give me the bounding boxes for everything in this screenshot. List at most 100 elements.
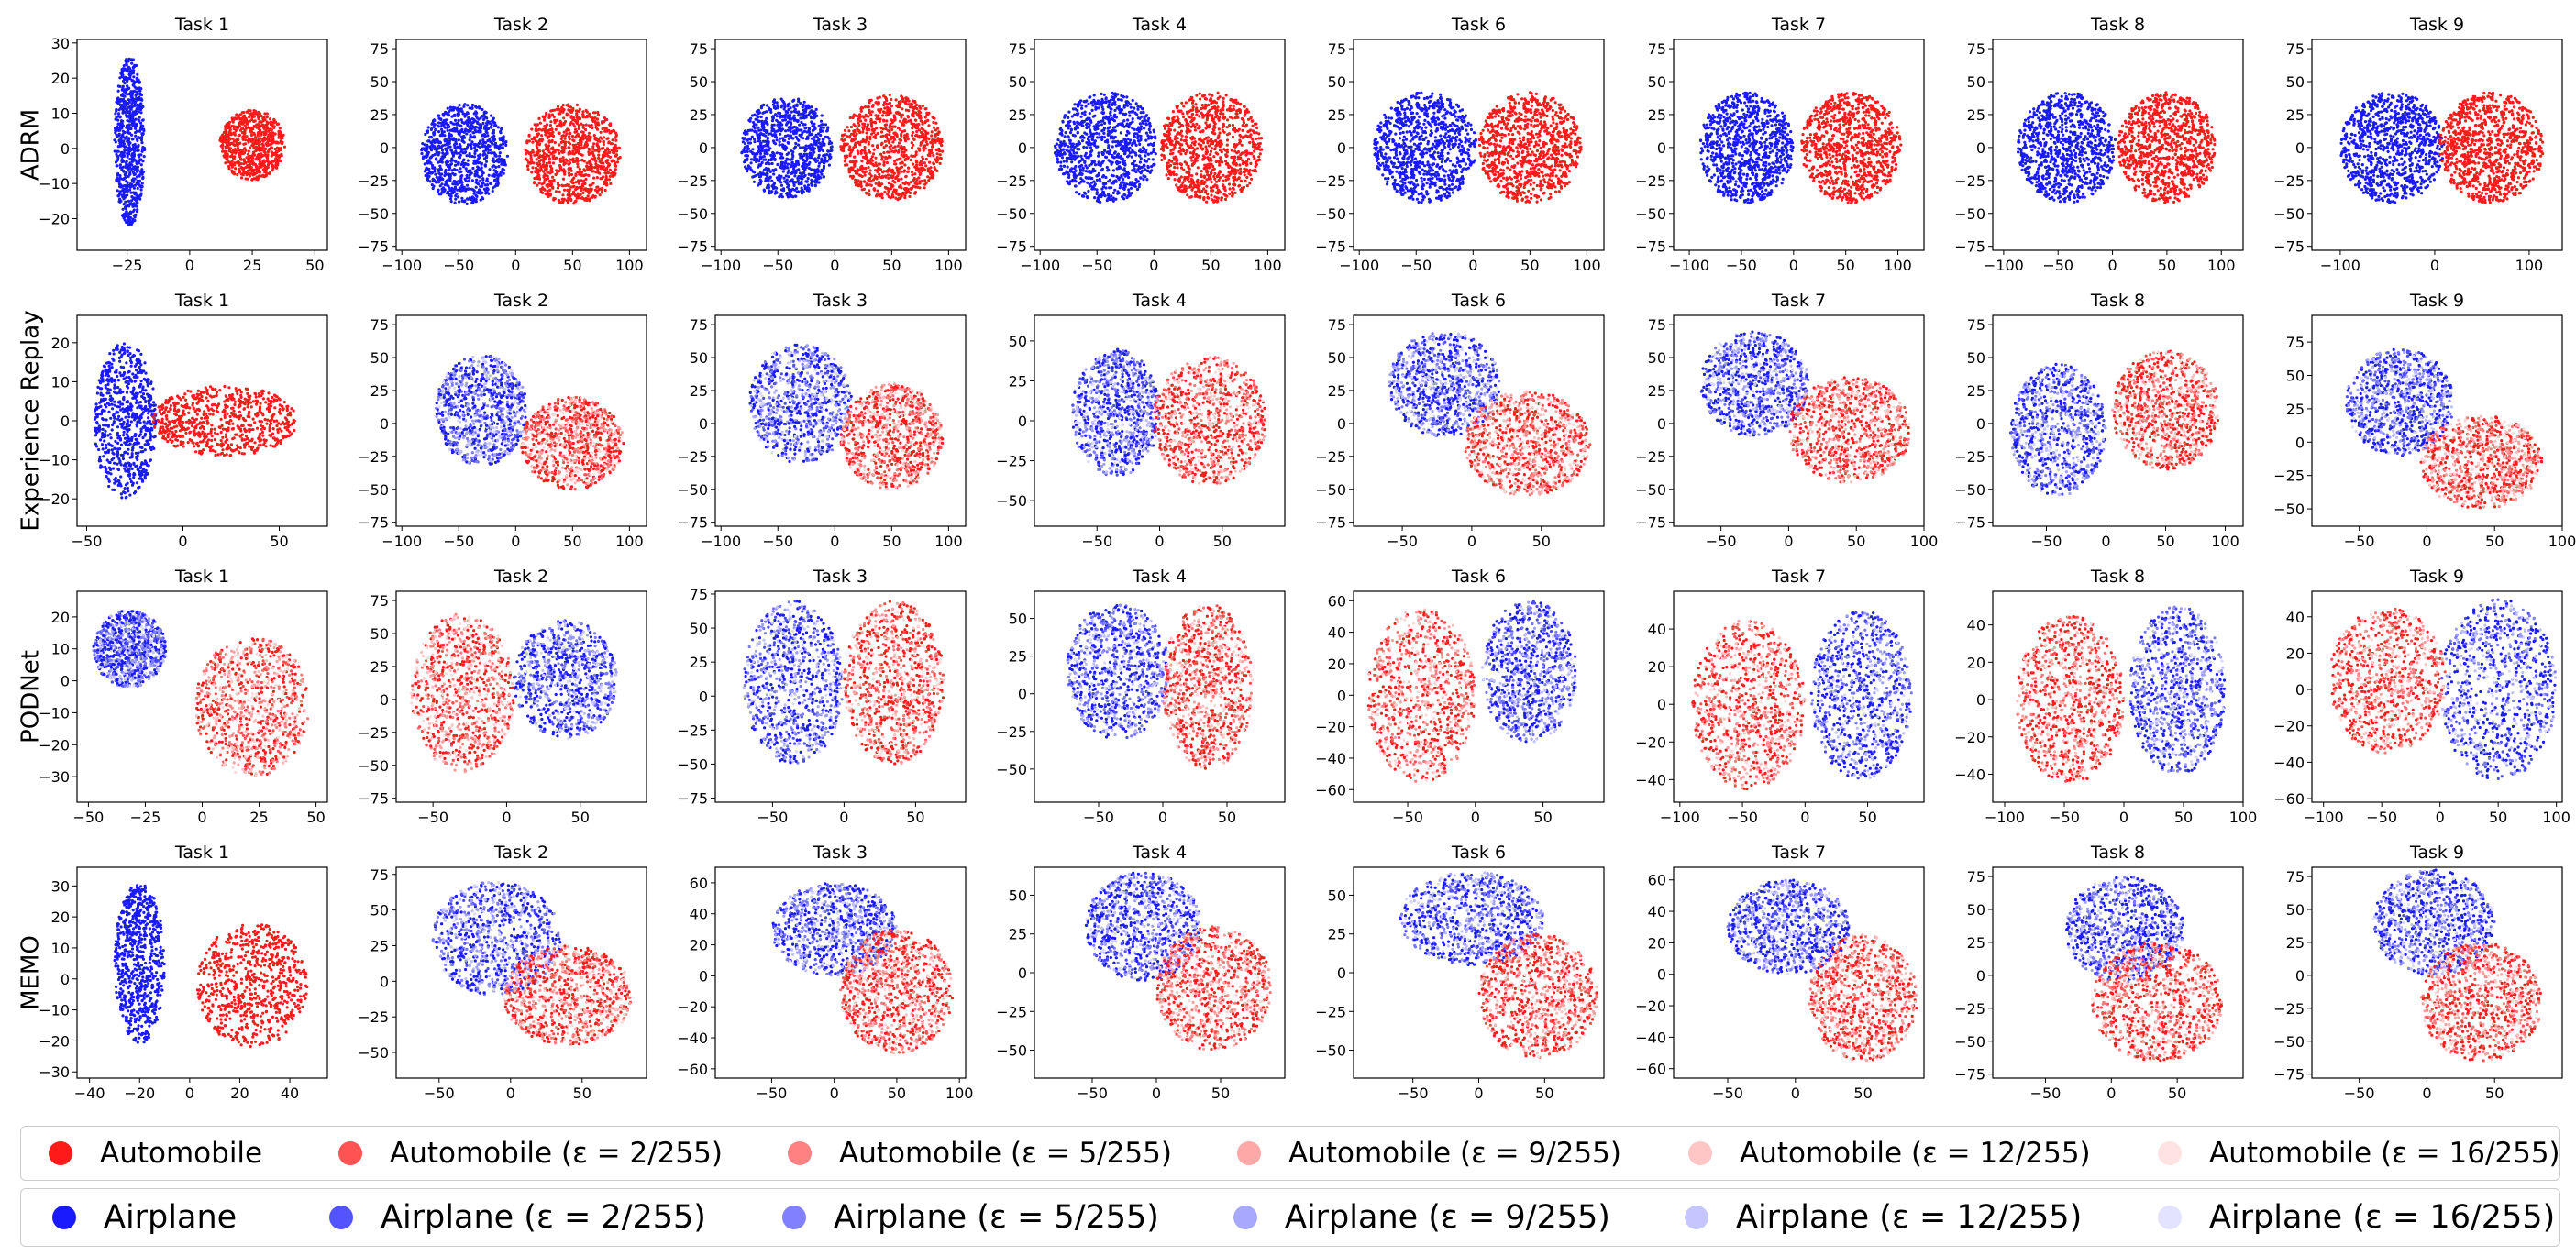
scatter-point — [575, 130, 578, 133]
scatter-point — [446, 173, 448, 176]
scatter-point — [120, 151, 123, 154]
scatter-point — [245, 111, 248, 114]
scatter-point — [247, 169, 249, 171]
y-tick-label: −50 — [358, 205, 389, 223]
scatter-point — [454, 198, 457, 201]
scatter-point — [772, 172, 775, 175]
y-tick-label: 25 — [370, 106, 389, 124]
scatter-point — [476, 143, 479, 146]
scatter-point — [809, 151, 812, 154]
scatter-point — [440, 122, 443, 125]
scatter-point — [780, 105, 783, 107]
scatter-point — [424, 143, 426, 146]
scatter-point — [793, 184, 796, 187]
scatter-point — [132, 75, 135, 78]
scatter-point — [616, 160, 619, 163]
scatter-point — [427, 151, 430, 154]
scatter-point — [756, 152, 758, 155]
scatter-point — [458, 200, 460, 203]
scatter-point — [764, 144, 767, 147]
scatter-point — [821, 114, 824, 116]
scatter-point — [531, 149, 534, 152]
scatter-panel: Task 1−25 0 25 503020100−10−20 — [39, 15, 327, 274]
scatter-point — [590, 183, 592, 186]
scatter-point — [798, 128, 801, 131]
scatter-point — [140, 126, 143, 128]
scatter-point — [119, 192, 122, 194]
scatter-point — [434, 128, 437, 131]
scatter-point — [136, 162, 138, 165]
scatter-point — [127, 66, 130, 69]
scatter-point — [473, 190, 476, 193]
scatter-point — [536, 158, 538, 160]
scatter-point — [139, 111, 142, 114]
scatter-point — [547, 155, 550, 158]
scatter-point — [492, 159, 494, 161]
scatter-point — [504, 141, 507, 144]
scatter-point — [272, 127, 275, 129]
scatter-point — [130, 168, 133, 171]
scatter-point — [479, 185, 481, 188]
scatter-point — [783, 167, 786, 170]
scatter-point — [132, 146, 135, 149]
scatter-point — [249, 156, 252, 159]
scatter-point — [823, 167, 825, 170]
scatter-point — [249, 113, 251, 116]
scatter-point — [558, 164, 561, 167]
scatter-point — [254, 119, 257, 122]
scatter-point — [124, 76, 127, 79]
scatter-point — [793, 115, 796, 117]
scatter-point — [258, 163, 260, 166]
scatter-point — [243, 128, 246, 131]
scatter-point — [599, 177, 602, 180]
scatter-point — [606, 159, 609, 161]
scatter-point — [494, 154, 497, 157]
scatter-point — [563, 173, 566, 176]
scatter-point — [543, 152, 546, 155]
scatter-point — [499, 151, 502, 154]
scatter-point — [470, 197, 473, 200]
scatter-point — [433, 126, 436, 128]
scatter-point — [544, 172, 547, 175]
scatter-point — [224, 125, 227, 127]
scatter-point — [442, 186, 445, 189]
scatter-point — [127, 220, 130, 223]
scatter-point — [795, 111, 798, 114]
scatter-point — [128, 173, 131, 176]
scatter-point — [475, 115, 478, 117]
scatter-point — [805, 148, 808, 150]
scatter-point — [549, 193, 552, 195]
scatter-point — [462, 148, 465, 150]
scatter-point — [447, 107, 449, 110]
scatter-point — [536, 135, 538, 138]
scatter-point — [483, 135, 486, 138]
scatter-point — [130, 92, 133, 94]
scatter-point — [227, 139, 230, 142]
scatter-point — [471, 179, 474, 182]
scatter-point — [271, 124, 273, 127]
scatter-point — [466, 104, 469, 106]
scatter-point — [823, 161, 825, 164]
scatter-point — [561, 146, 564, 149]
scatter-point — [265, 174, 268, 177]
scatter-point — [569, 116, 572, 119]
scatter-point — [453, 168, 456, 171]
scatter-point — [132, 66, 135, 69]
scatter-point — [469, 127, 471, 129]
scatter-point — [746, 145, 749, 148]
scatter-point — [531, 138, 534, 140]
scatter-point — [245, 166, 248, 169]
scatter-point — [790, 127, 793, 129]
scatter-point — [746, 150, 749, 153]
scatter-point — [122, 106, 125, 109]
scatter-point — [559, 120, 562, 123]
scatter-point — [271, 154, 273, 157]
scatter-point — [241, 169, 244, 171]
scatter-point — [233, 139, 236, 142]
scatter-point — [420, 152, 423, 155]
scatter-point — [813, 116, 815, 119]
scatter-point — [128, 73, 131, 76]
scatter-point — [478, 176, 481, 179]
scatter-point — [131, 157, 134, 160]
scatter-point — [773, 182, 776, 185]
